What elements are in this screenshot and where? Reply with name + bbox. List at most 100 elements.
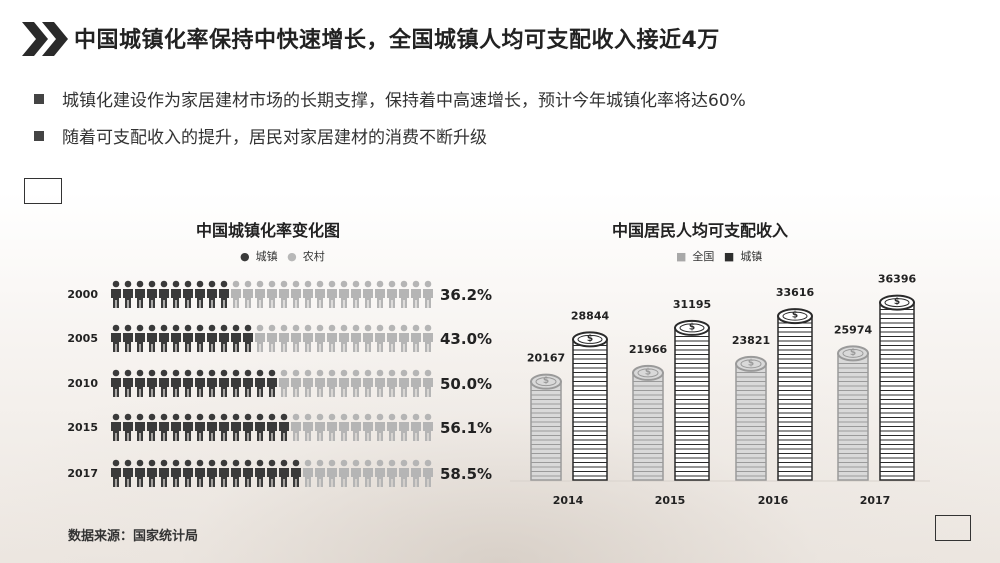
person-mark — [387, 324, 397, 352]
person-mark — [147, 369, 157, 397]
income-chart-title: 中国居民人均可支配收入 — [612, 221, 789, 240]
person-mark — [183, 459, 193, 487]
person-mark — [183, 413, 193, 441]
value-label: 50.0% — [440, 375, 492, 393]
person-mark — [255, 459, 265, 487]
person-mark — [159, 413, 169, 441]
person-mark — [135, 324, 145, 352]
person-mark — [171, 280, 181, 308]
person-mark — [243, 280, 253, 308]
person-mark — [231, 459, 241, 487]
person-mark — [231, 324, 241, 352]
page-title: 中国城镇化率保持中快速增长，全国城镇人均可支配收入接近4万 — [74, 28, 720, 53]
legend-person-dark-icon: ● — [240, 250, 250, 263]
person-mark — [411, 369, 421, 397]
person-mark — [279, 459, 289, 487]
dollar-icon: $ — [850, 348, 856, 358]
person-mark — [207, 459, 217, 487]
person-mark — [255, 369, 265, 397]
national-coin-stack: $ — [530, 373, 562, 481]
person-mark — [255, 413, 265, 441]
person-mark — [183, 369, 193, 397]
year-label: 2015 — [655, 494, 686, 507]
corner-frame — [24, 178, 62, 204]
income-chart: 2014 $20167 $28844 2015 $21966 $31195 2016 $238… — [510, 273, 930, 507]
person-mark — [171, 324, 181, 352]
person-mark — [183, 324, 193, 352]
person-mark — [387, 459, 397, 487]
year-label: 2005 — [67, 332, 98, 345]
person-mark — [231, 413, 241, 441]
national-coin-stack: $ — [735, 355, 767, 481]
person-mark — [363, 324, 373, 352]
person-mark — [423, 324, 433, 352]
person-mark — [315, 369, 325, 397]
person-mark — [423, 369, 433, 397]
person-mark — [423, 413, 433, 441]
person-mark — [147, 413, 157, 441]
person-mark — [339, 324, 349, 352]
data-source: 数据来源：国家统计局 — [68, 529, 199, 544]
person-mark — [375, 459, 385, 487]
legend-label-rural: 农村 — [302, 250, 325, 263]
person-mark — [363, 459, 373, 487]
person-mark — [351, 459, 361, 487]
person-mark — [279, 324, 289, 352]
person-mark — [411, 280, 421, 308]
person-mark — [207, 280, 217, 308]
dollar-icon: $ — [792, 311, 798, 321]
person-mark — [399, 413, 409, 441]
person-mark — [315, 413, 325, 441]
person-mark — [159, 459, 169, 487]
person-mark — [267, 413, 277, 441]
data-label: 33616 — [776, 286, 815, 299]
person-mark — [291, 459, 301, 487]
person-mark — [267, 280, 277, 308]
person-mark — [207, 369, 217, 397]
person-mark — [123, 413, 133, 441]
data-label: 28844 — [571, 309, 610, 322]
person-mark — [399, 280, 409, 308]
year-label: 2015 — [67, 421, 98, 434]
person-mark — [111, 413, 121, 441]
dollar-icon: $ — [587, 334, 593, 344]
dollar-icon: $ — [894, 297, 900, 307]
bullet-square-icon — [34, 131, 44, 141]
person-mark — [159, 280, 169, 308]
dollar-icon: $ — [748, 358, 754, 368]
person-mark — [351, 280, 361, 308]
person-mark — [327, 280, 337, 308]
urban-coin-stack: $ — [572, 331, 608, 481]
person-mark — [411, 459, 421, 487]
value-label: 36.2% — [440, 286, 492, 304]
bullet-text: 随着可支配收入的提升，居民对家居建材的消费不断升级 — [62, 128, 487, 148]
person-mark — [243, 369, 253, 397]
data-label: 36396 — [878, 273, 917, 286]
person-mark — [423, 459, 433, 487]
legend-label-national: 全国 — [692, 250, 715, 263]
bullet-text: 城镇化建设作为家居建材市场的长期支撑，保持着中高速增长，预计今年城镇化率将达60… — [62, 91, 746, 111]
person-mark — [351, 324, 361, 352]
person-mark — [255, 324, 265, 352]
person-mark — [291, 324, 301, 352]
person-mark — [351, 413, 361, 441]
year-label: 2000 — [67, 288, 98, 301]
person-mark — [135, 413, 145, 441]
urban-coin-stack: $ — [879, 294, 915, 481]
value-label: 43.0% — [440, 330, 492, 348]
person-mark — [267, 459, 277, 487]
year-label: 2010 — [67, 377, 98, 390]
person-mark — [375, 324, 385, 352]
person-mark — [291, 369, 301, 397]
person-mark — [363, 280, 373, 308]
background-photo — [0, 330, 1000, 563]
person-mark — [207, 413, 217, 441]
data-label: 25974 — [834, 323, 873, 336]
dollar-icon: $ — [689, 322, 695, 332]
person-mark — [423, 280, 433, 308]
data-label: 20167 — [527, 352, 565, 365]
person-mark — [207, 324, 217, 352]
person-mark — [219, 324, 229, 352]
bullet-item: 城镇化建设作为家居建材市场的长期支撑，保持着中高速增长，预计今年城镇化率将达60… — [34, 86, 746, 111]
person-mark — [123, 280, 133, 308]
